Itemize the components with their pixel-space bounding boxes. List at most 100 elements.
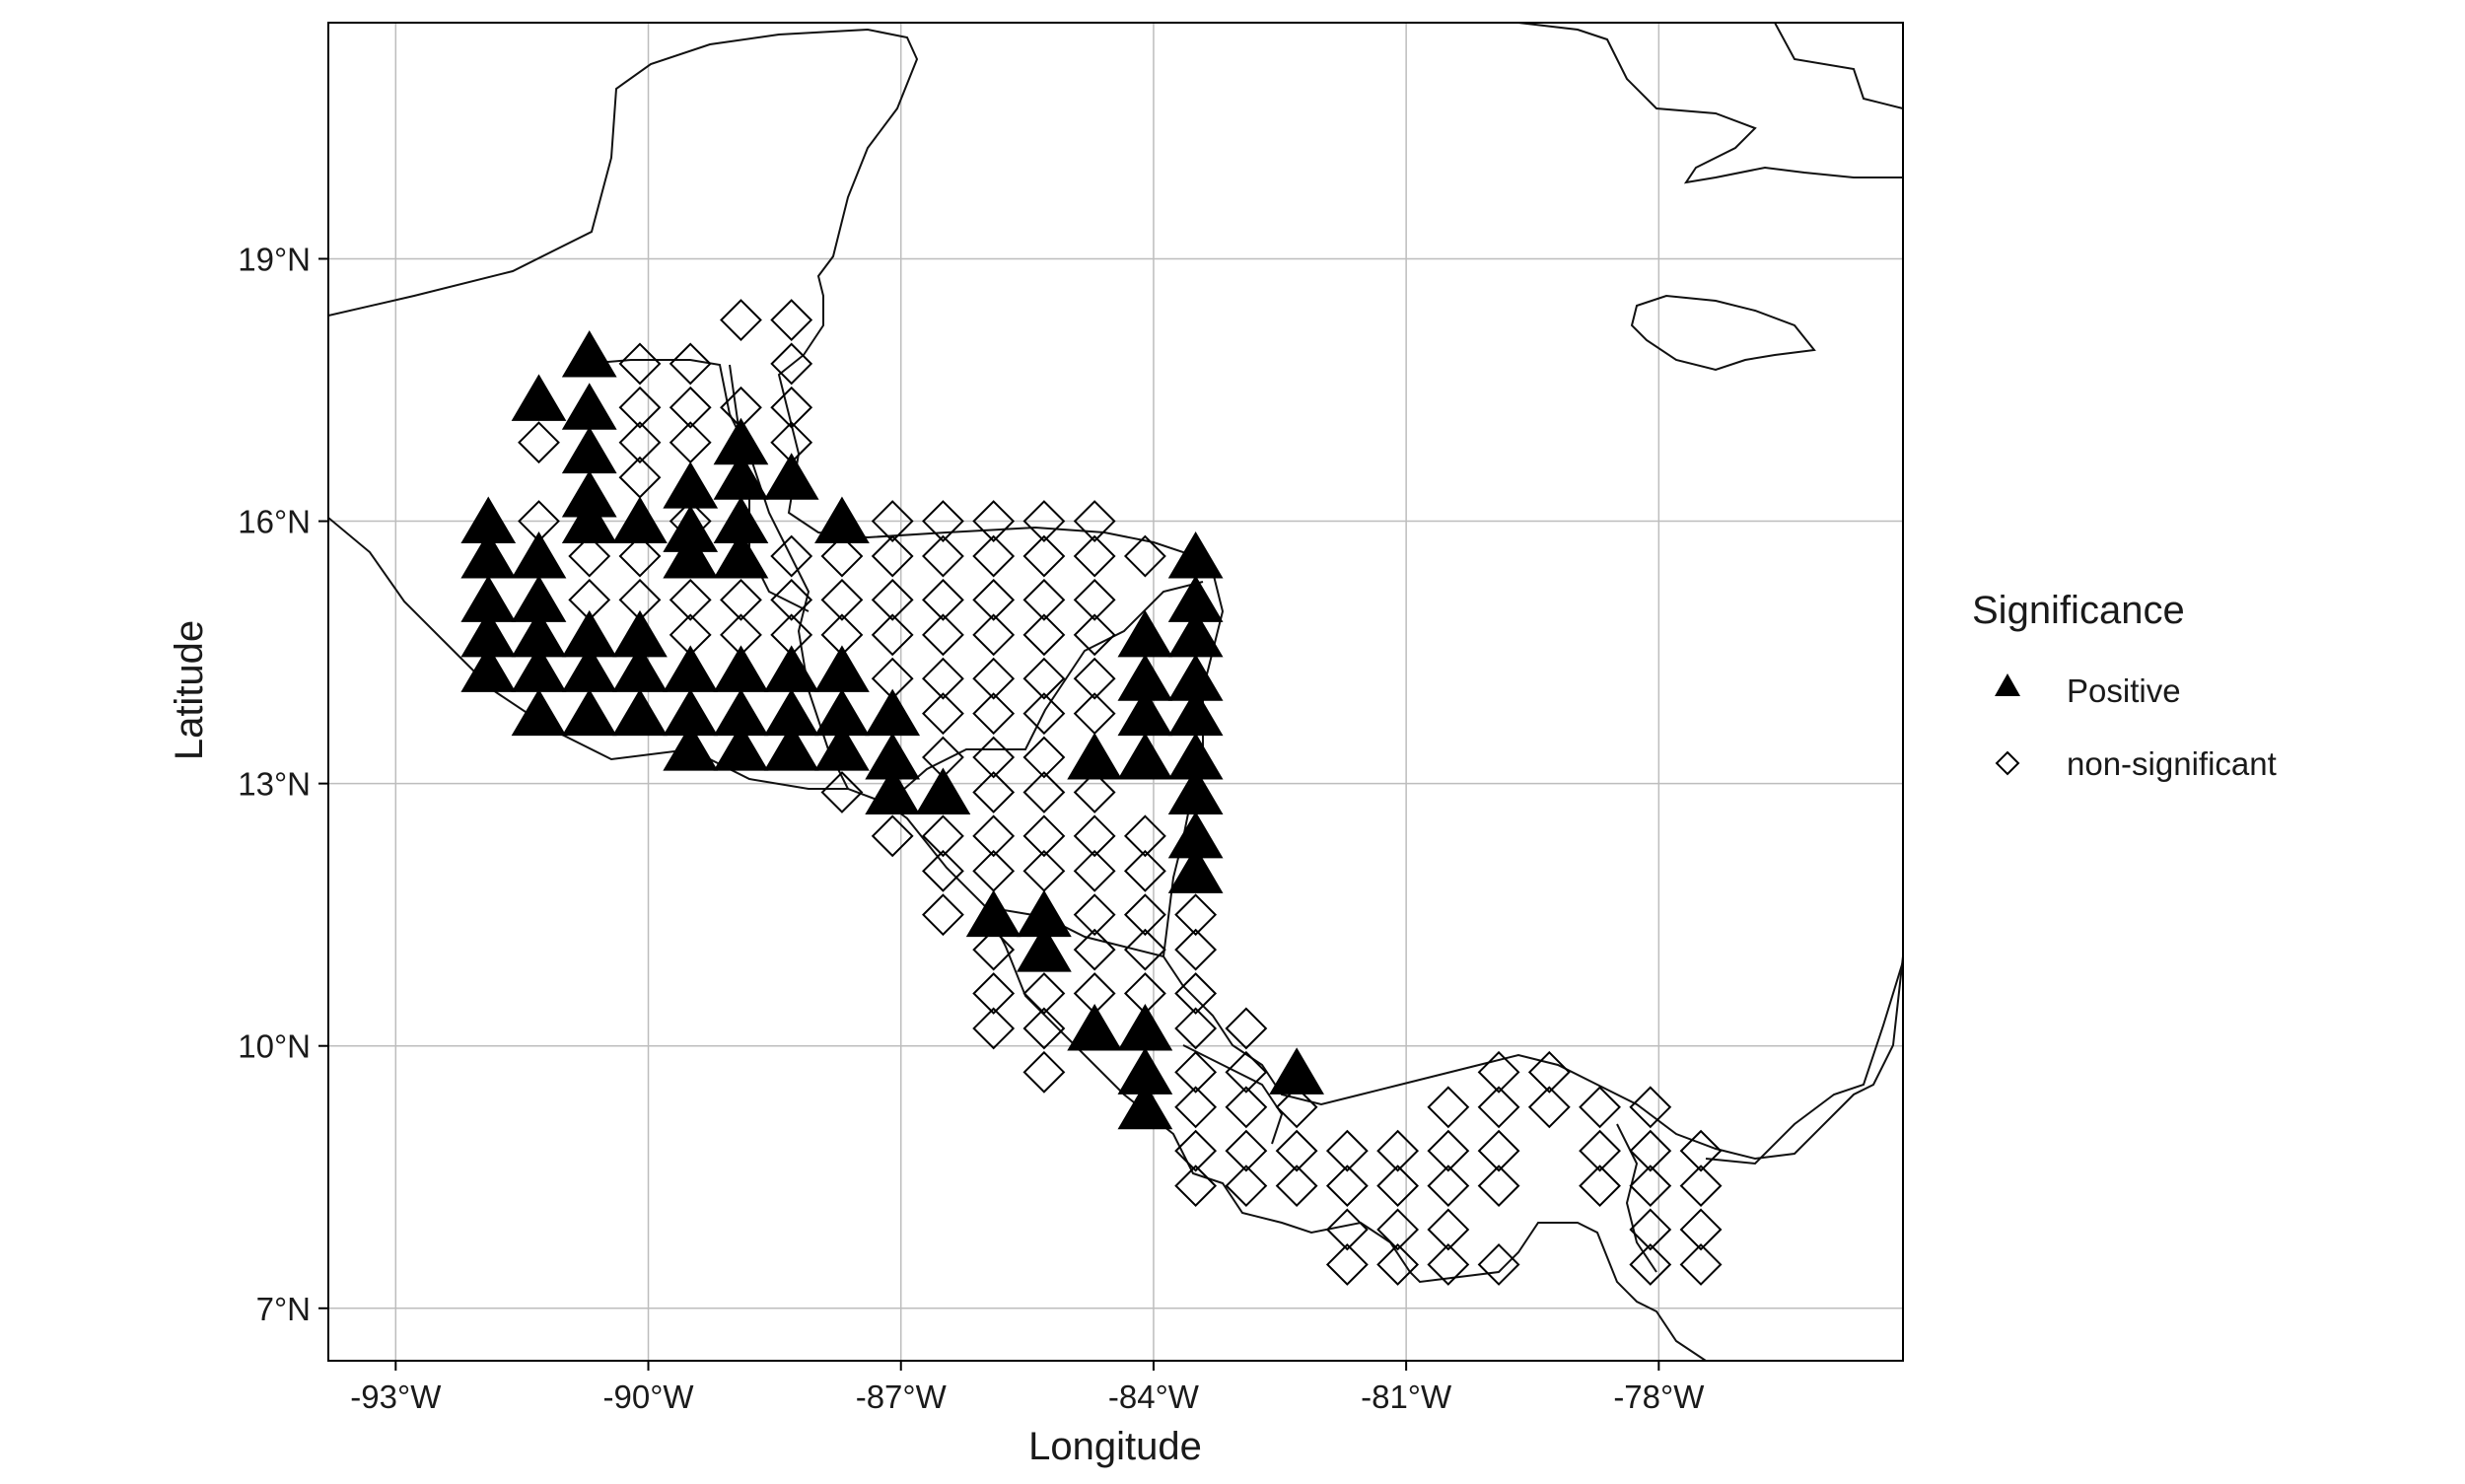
marker-positive xyxy=(561,688,617,737)
marker-non-significant xyxy=(1527,1086,1571,1129)
coastlines xyxy=(328,23,1903,1361)
marker-non-significant xyxy=(720,299,762,341)
marker-non-significant xyxy=(1225,1007,1268,1050)
marker-non-significant xyxy=(922,500,964,542)
marker-non-significant xyxy=(1022,657,1066,700)
marker-non-significant xyxy=(1679,1165,1723,1208)
marker-non-significant xyxy=(1174,1050,1218,1094)
marker-non-significant xyxy=(1579,1129,1621,1172)
marker-non-significant xyxy=(1022,849,1066,892)
marker-non-significant xyxy=(972,657,1016,700)
marker-positive xyxy=(1017,925,1072,972)
marker-non-significant xyxy=(1325,1165,1369,1208)
legend-item-non-significant: non-significant xyxy=(1995,745,2277,782)
marker-positive xyxy=(865,767,921,814)
marker-non-significant xyxy=(1477,1050,1520,1094)
legend-item-positive-label: Positive xyxy=(2067,672,2181,709)
y-tick-label: 10°N xyxy=(238,1028,311,1065)
marker-non-significant xyxy=(618,534,662,578)
marker-non-significant xyxy=(972,534,1016,578)
marker-non-significant xyxy=(1123,972,1166,1015)
marker-non-significant xyxy=(568,578,611,621)
marker-positive xyxy=(1117,1082,1173,1130)
marker-non-significant xyxy=(720,386,762,429)
marker-non-significant xyxy=(1123,849,1166,892)
marker-non-significant xyxy=(1123,534,1166,578)
marker-non-significant xyxy=(1275,1129,1318,1172)
marker-positive xyxy=(1067,1003,1123,1051)
marker-non-significant xyxy=(922,736,964,779)
legend-triangle-icon xyxy=(1995,673,2020,696)
marker-non-significant xyxy=(972,1007,1016,1050)
marker-positive xyxy=(1269,1047,1324,1095)
marker-non-significant xyxy=(669,578,712,621)
marker-non-significant xyxy=(618,421,662,464)
marker-non-significant xyxy=(1427,1129,1470,1172)
y-tick-label: 7°N xyxy=(256,1291,311,1327)
marker-non-significant xyxy=(1073,657,1116,700)
y-axis-title: Latitude xyxy=(168,620,211,760)
marker-positive xyxy=(763,453,819,500)
marker-positive xyxy=(713,724,769,771)
marker-non-significant xyxy=(1174,893,1218,937)
marker-positive xyxy=(511,374,567,421)
marker-non-significant xyxy=(1174,1086,1218,1129)
x-tick-label: -78°W xyxy=(1613,1378,1705,1415)
marker-non-significant xyxy=(972,928,1016,971)
marker-non-significant xyxy=(1073,534,1116,578)
marker-positive xyxy=(561,330,617,378)
marker-non-significant xyxy=(1022,500,1066,542)
marker-non-significant xyxy=(1022,1007,1066,1050)
marker-non-significant xyxy=(1022,972,1066,1015)
legend-item-non-significant-label: non-significant xyxy=(2067,745,2277,782)
marker-non-significant xyxy=(1073,578,1116,621)
y-tick-label: 13°N xyxy=(238,766,311,803)
marker-non-significant xyxy=(1679,1129,1723,1172)
marker-non-significant xyxy=(820,534,864,578)
marker-positive xyxy=(561,496,617,544)
marker-non-significant xyxy=(871,578,914,621)
x-tick-label: -84°W xyxy=(1108,1378,1200,1415)
marker-non-significant xyxy=(1427,1208,1470,1251)
marker-non-significant xyxy=(922,692,964,736)
marker-non-significant xyxy=(1527,1050,1571,1094)
x-tick-label: -81°W xyxy=(1361,1378,1452,1415)
y-axis: 7°N 10°N 13°N 16°N 19°N xyxy=(238,241,328,1327)
marker-non-significant xyxy=(770,534,813,578)
marker-non-significant xyxy=(1629,1129,1672,1172)
border-honduras-nicaragua xyxy=(886,581,1204,805)
legend-item-positive: Positive xyxy=(1995,672,2181,709)
marker-non-significant xyxy=(972,578,1016,621)
marker-non-significant xyxy=(871,613,914,657)
marker-positive xyxy=(460,645,517,692)
border-costa-rica-panama xyxy=(1182,1044,1284,1145)
coastline-cuba xyxy=(1517,23,1903,184)
marker-non-significant xyxy=(820,578,864,621)
marker-non-significant xyxy=(922,613,964,657)
panel-border xyxy=(327,22,1904,1362)
marker-non-significant xyxy=(669,386,712,429)
marker-non-significant xyxy=(518,421,560,464)
marker-positive xyxy=(814,496,870,544)
marker-non-significant xyxy=(1477,1243,1520,1286)
marker-non-significant xyxy=(1073,972,1116,1015)
marker-non-significant xyxy=(922,657,964,700)
coastline-cuba-east xyxy=(1774,23,1903,109)
marker-non-significant xyxy=(1073,613,1116,657)
marker-non-significant xyxy=(1022,1050,1066,1094)
marker-non-significant xyxy=(770,342,813,386)
marker-non-significant xyxy=(1022,613,1066,657)
coastline-colombia xyxy=(1705,960,1903,1166)
marker-positive xyxy=(612,688,668,737)
marker-positive xyxy=(965,889,1021,938)
marker-non-significant xyxy=(922,578,964,621)
marker-non-significant xyxy=(1123,893,1166,937)
marker-non-significant xyxy=(568,534,611,578)
marker-non-significant xyxy=(1275,1165,1318,1208)
marker-non-significant xyxy=(1477,1165,1520,1208)
marker-non-significant xyxy=(1022,814,1066,858)
marker-non-significant xyxy=(1427,1086,1470,1129)
marker-non-significant xyxy=(972,613,1016,657)
marker-non-significant xyxy=(1225,1086,1268,1129)
x-tick-label: -93°W xyxy=(350,1378,442,1415)
